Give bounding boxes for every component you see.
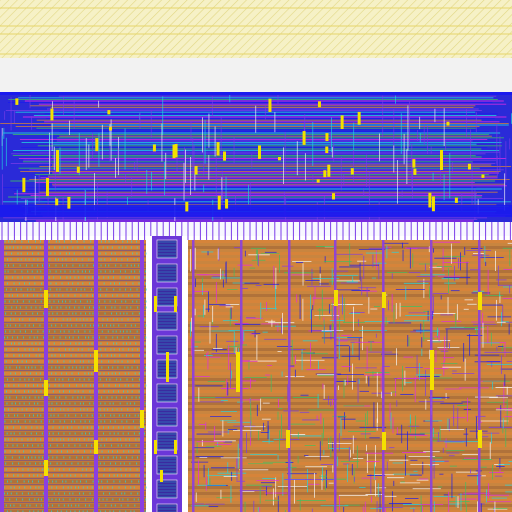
band-gap xyxy=(0,58,512,92)
center-io-column xyxy=(150,236,184,512)
left-standard-cell-array xyxy=(0,240,147,512)
routing-channel xyxy=(0,92,512,222)
top-guard-band xyxy=(0,0,512,58)
pin-row xyxy=(1,222,511,240)
right-random-logic-block xyxy=(188,240,512,512)
